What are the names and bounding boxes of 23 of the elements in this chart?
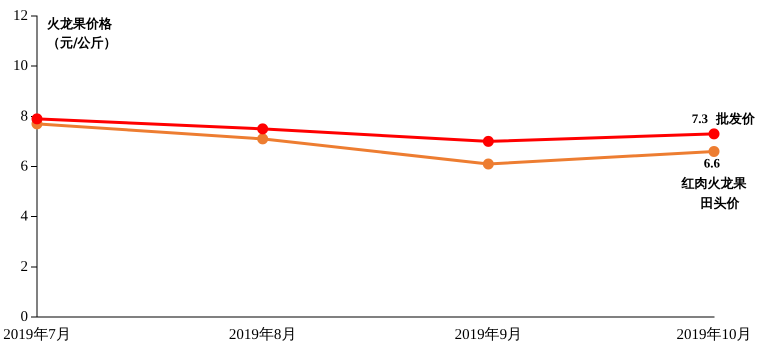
y-tick-label: 2 — [20, 258, 28, 275]
point — [257, 133, 268, 144]
data-label: 7.3 — [692, 110, 708, 126]
x-tick-label: 2019年10月 — [676, 326, 752, 343]
y-tick-label: 12 — [13, 8, 28, 24]
point — [482, 136, 494, 147]
point — [482, 158, 494, 170]
series-label: 批发价 — [715, 112, 756, 127]
y-tick-label: 4 — [20, 208, 28, 225]
y-tick-label: 0 — [20, 308, 28, 325]
x-tick-label: 2019年8月 — [228, 326, 296, 343]
point — [708, 128, 720, 140]
x-tick-label: 2019年9月 — [454, 326, 522, 343]
x-tick-label: 2019年7月 — [3, 326, 71, 343]
point — [32, 113, 42, 124]
point — [257, 123, 268, 134]
point — [708, 146, 720, 157]
data-label: 6.6 — [704, 155, 720, 170]
y-tick-label: 10 — [13, 58, 28, 74]
series-label: 红肉火龙果田头价 — [680, 176, 748, 212]
y-tick-label: 6 — [20, 158, 28, 174]
y-axis-title: 火龙果价格（元/公斤） — [46, 16, 117, 51]
y-tick-label: 8 — [20, 108, 28, 124]
